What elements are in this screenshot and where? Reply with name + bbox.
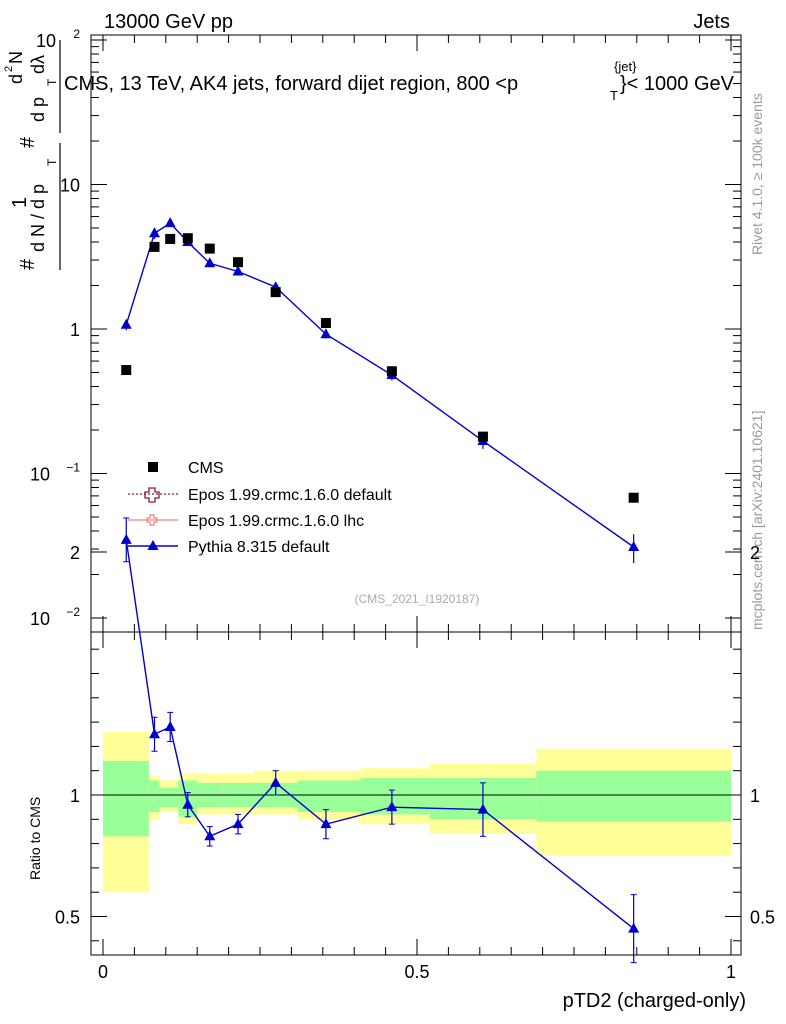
- ratio-y-tick-label-0: 2: [70, 543, 80, 563]
- energy-label: 13000 GeV pp: [104, 11, 233, 33]
- pythia-point: [120, 318, 132, 329]
- rivet-version-label: Rivet 4.1.0, ≥ 100k events: [749, 93, 765, 255]
- legend-label-pythia: Pythia 8.315 default: [188, 539, 330, 556]
- pythia-point: [628, 540, 640, 551]
- cms-point: [233, 257, 244, 268]
- ylabel-dpt: d p: [28, 97, 48, 122]
- ylabel-hash-1: #: [17, 258, 39, 270]
- plot-title-sup: {jet}: [614, 59, 637, 74]
- cms-point: [386, 366, 397, 377]
- main-y-tick-label-2: 1: [70, 320, 80, 340]
- cms-point: [477, 431, 488, 442]
- analysis-watermark: (CMS_2021_I1920187): [355, 592, 480, 606]
- ratio-pythia-point: [270, 776, 282, 787]
- ratio-y-tick-label-2: 0.5: [55, 908, 80, 928]
- ylabel-dn-sub: T: [45, 158, 59, 166]
- plot-title: CMS, 13 TeV, AK4 jets, forward dijet reg…: [64, 73, 518, 95]
- pythia-point: [204, 257, 216, 268]
- legend-pythia-marker: [147, 540, 159, 550]
- legend-epos-default-marker: [144, 487, 160, 503]
- ratio-pythia-point: [477, 803, 489, 814]
- main-y-tick-label-4: 10: [30, 609, 50, 629]
- pythia-point: [320, 328, 332, 339]
- ratio-y-tick-label-right-1: 1: [750, 786, 760, 806]
- legend: CMS Epos 1.99.crmc.1.6.0 default Epos 1.99…: [128, 460, 392, 556]
- ylabel-d2n-n: N: [6, 51, 26, 64]
- ratio-uncertainty-bands: [103, 731, 731, 893]
- ratio-frame-box: [90, 631, 742, 956]
- band-inner-10: [536, 770, 731, 822]
- ylabel-dpt-sub: T: [45, 78, 59, 86]
- ratio-pythia-point: [204, 830, 216, 841]
- cms-point: [121, 365, 132, 376]
- ratio-pythia-point: [182, 798, 194, 809]
- ylabel-dlambda: dλ: [28, 55, 48, 74]
- ylabel-hash-2: #: [17, 136, 39, 148]
- ratio-pythia-point: [628, 922, 640, 933]
- x-tick-label-0: 0: [98, 962, 108, 982]
- legend-epos-lhc-marker: [146, 514, 158, 526]
- x-axis-label: pTD2 (charged-only): [563, 990, 746, 1012]
- main-y-tick-exp-3: −1: [66, 461, 80, 475]
- ylabel-d2n-sup: 2: [3, 66, 15, 72]
- category-label: Jets: [693, 11, 730, 33]
- main-y-tick-label-0: 10: [36, 31, 56, 51]
- ratio-pythia-point: [320, 818, 332, 829]
- cms-point: [182, 233, 193, 244]
- main-y-tick-exp-0: 2: [73, 27, 80, 41]
- main-y-tick-exp-4: −2: [66, 605, 80, 619]
- ratio-series: [120, 517, 640, 964]
- ratio-pythia-point: [120, 533, 132, 544]
- legend-label-epos_lhc: Epos 1.99.crmc.1.6.0 lhc: [188, 513, 364, 530]
- ylabel-dn: d N / d p: [28, 184, 48, 252]
- x-tick-label-2: 1: [726, 962, 736, 982]
- ratio-panel: 2 2 1 1 0.5 0.5 0 0.5 1: [55, 543, 775, 982]
- ratio-y-tick-label-right-0: 2: [750, 543, 760, 563]
- cms-point: [165, 233, 176, 244]
- band-inner-0: [103, 760, 149, 837]
- cms-point: [320, 318, 331, 329]
- main-y-tick-label-1: 10: [60, 176, 80, 196]
- pythia-point: [164, 217, 176, 228]
- ratio-y-axis-label: Ratio to CMS: [27, 797, 43, 880]
- band-inner-7: [297, 780, 361, 813]
- band-inner-1: [148, 780, 160, 813]
- ratio-pythia-point: [148, 728, 160, 739]
- pythia-point: [232, 265, 244, 276]
- plot-title-main: CMS, 13 TeV, AK4 jets, forward dijet reg…: [64, 73, 518, 95]
- ylabel-d2n-d: d: [6, 74, 26, 84]
- ratio-pythia-point: [386, 801, 398, 812]
- legend-label-cms: CMS: [188, 460, 224, 477]
- x-tick-label-1: 0.5: [404, 962, 429, 982]
- ratio-pythia-point: [164, 720, 176, 731]
- ylabel-one: 1: [9, 197, 31, 208]
- ratio-pythia-point: [232, 818, 244, 829]
- main-panel: 10 2 10 1 10 −1 10 −2: [30, 27, 742, 633]
- band-inner-2: [159, 787, 179, 808]
- cms-point: [628, 492, 639, 503]
- main-y-axis-label: # 1 d N / d p T # d p T dλ d 2 N: [3, 51, 59, 270]
- mcplots-label: mcplots.cern.ch [arXiv:2401.10621]: [749, 411, 765, 630]
- ratio-y-tick-label-1: 1: [70, 786, 80, 806]
- plot-title-end: }< 1000 GeV: [620, 73, 735, 95]
- main-series: [120, 217, 640, 564]
- legend-label-epos_default: Epos 1.99.crmc.1.6.0 default: [188, 487, 392, 504]
- main-y-tick-label-3: 10: [30, 465, 50, 485]
- cms-point: [149, 241, 160, 252]
- pythia-point: [148, 227, 160, 238]
- plot-title-sub: T: [610, 88, 618, 103]
- cms-point: [204, 243, 215, 254]
- cms-point: [270, 287, 281, 298]
- legend-cms-marker: [148, 462, 158, 472]
- ratio-y-tick-label-right-2: 0.5: [750, 908, 775, 928]
